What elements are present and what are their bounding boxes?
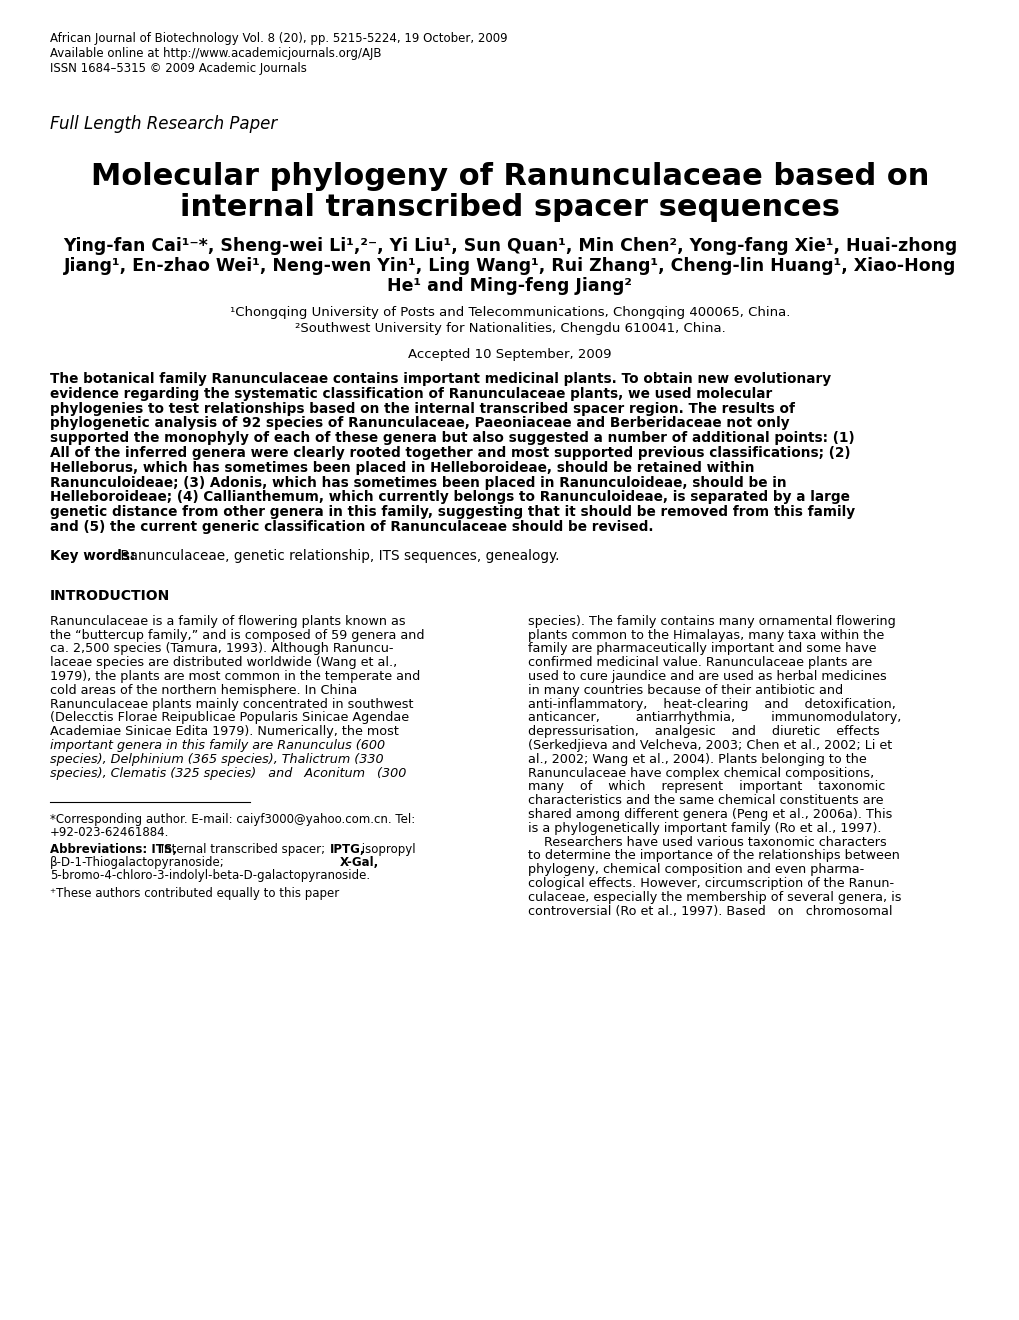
Text: (Serkedjieva and Velcheva, 2003; Chen et al., 2002; Li et: (Serkedjieva and Velcheva, 2003; Chen et… [528,739,892,752]
Text: shared among different genera (Peng et al., 2006a). This: shared among different genera (Peng et a… [528,808,892,821]
Text: African Journal of Biotechnology Vol. 8 (20), pp. 5215-5224, 19 October, 2009: African Journal of Biotechnology Vol. 8 … [50,32,507,45]
Text: evidence regarding the systematic classification of Ranunculaceae plants, we use: evidence regarding the systematic classi… [50,387,771,401]
Text: anticancer,         antiarrhythmia,         immunomodulatory,: anticancer, antiarrhythmia, immunomodula… [528,711,901,725]
Text: Ranunculaceae is a family of flowering plants known as: Ranunculaceae is a family of flowering p… [50,615,406,628]
Text: ²Southwest University for Nationalities, Chengdu 610041, China.: ²Southwest University for Nationalities,… [294,322,725,335]
Text: Abbreviations: ITS,: Abbreviations: ITS, [50,843,177,857]
Text: *Corresponding author. E-mail: caiyf3000@yahoo.com.cn. Tel:: *Corresponding author. E-mail: caiyf3000… [50,813,415,826]
Text: Helleborus, which has sometimes been placed in Helleboroideae, should be retaine: Helleborus, which has sometimes been pla… [50,461,754,475]
Text: 5-bromo-4-chloro-3-indolyl-beta-D-galactopyranoside.: 5-bromo-4-chloro-3-indolyl-beta-D-galact… [50,870,370,882]
Text: isopropyl: isopropyl [358,843,415,857]
Text: phylogeny, chemical composition and even pharma-: phylogeny, chemical composition and even… [528,863,863,876]
Text: Researchers have used various taxonomic characters: Researchers have used various taxonomic … [528,836,886,849]
Text: depressurisation,    analgesic    and    diuretic    effects: depressurisation, analgesic and diuretic… [528,725,878,738]
Text: IPTG,: IPTG, [330,843,365,857]
Text: Accepted 10 September, 2009: Accepted 10 September, 2009 [408,348,611,360]
Text: important genera in this family are Ranunculus (600: important genera in this family are Ranu… [50,739,385,752]
Text: (Delecctis Florae Reipublicae Popularis Sinicae Agendae: (Delecctis Florae Reipublicae Popularis … [50,711,409,725]
Text: in many countries because of their antibiotic and: in many countries because of their antib… [528,684,843,697]
Text: characteristics and the same chemical constituents are: characteristics and the same chemical co… [528,795,882,808]
Text: X-Gal,: X-Gal, [339,857,379,870]
Text: Ranunculaceae, genetic relationship, ITS sequences, genealogy.: Ranunculaceae, genetic relationship, ITS… [116,549,559,562]
Text: ⁺These authors contributed equally to this paper: ⁺These authors contributed equally to th… [50,887,339,900]
Text: al., 2002; Wang et al., 2004). Plants belonging to the: al., 2002; Wang et al., 2004). Plants be… [528,752,866,766]
Text: Ranunculaceae plants mainly concentrated in southwest: Ranunculaceae plants mainly concentrated… [50,697,413,710]
Text: The botanical family Ranunculaceae contains important medicinal plants. To obtai: The botanical family Ranunculaceae conta… [50,372,830,385]
Text: Available online at http://www.academicjournals.org/AJB: Available online at http://www.academicj… [50,48,381,59]
Text: +92-023-62461884.: +92-023-62461884. [50,826,169,840]
Text: and (5) the current generic classification of Ranunculaceae should be revised.: and (5) the current generic classificati… [50,520,653,535]
Text: controversial (Ro et al., 1997). Based   on   chromosomal: controversial (Ro et al., 1997). Based o… [528,904,892,917]
Text: family are pharmaceutically important and some have: family are pharmaceutically important an… [528,643,875,656]
Text: phylogenetic analysis of 92 species of Ranunculaceae, Paeoniaceae and Berberidac: phylogenetic analysis of 92 species of R… [50,416,789,430]
Text: Molecular phylogeny of Ranunculaceae based on: Molecular phylogeny of Ranunculaceae bas… [91,162,928,191]
Text: laceae species are distributed worldwide (Wang et al.,: laceae species are distributed worldwide… [50,656,396,669]
Text: INTRODUCTION: INTRODUCTION [50,589,170,603]
Text: Internal transcribed spacer;: Internal transcribed spacer; [157,843,328,857]
Text: Ranunculoideae; (3) Adonis, which has sometimes been placed in Ranunculoideae, s: Ranunculoideae; (3) Adonis, which has so… [50,475,786,490]
Text: supported the monophyly of each of these genera but also suggested a number of a: supported the monophyly of each of these… [50,432,854,445]
Text: many    of    which    represent    important    taxonomic: many of which represent important taxono… [528,780,884,793]
Text: He¹ and Ming-feng Jiang²: He¹ and Ming-feng Jiang² [387,277,632,294]
Text: genetic distance from other genera in this family, suggesting that it should be : genetic distance from other genera in th… [50,506,854,519]
Text: cold areas of the northern hemisphere. In China: cold areas of the northern hemisphere. I… [50,684,357,697]
Text: culaceae, especially the membership of several genera, is: culaceae, especially the membership of s… [528,891,901,904]
Text: anti-inflammatory,    heat-clearing    and    detoxification,: anti-inflammatory, heat-clearing and det… [528,697,895,710]
Text: species), Delphinium (365 species), Thalictrum (330: species), Delphinium (365 species), Thal… [50,752,383,766]
Text: cological effects. However, circumscription of the Ranun-: cological effects. However, circumscript… [528,876,894,890]
Text: ISSN 1684–5315 © 2009 Academic Journals: ISSN 1684–5315 © 2009 Academic Journals [50,62,307,75]
Text: species), Clematis (325 species)   and   Aconitum   (300: species), Clematis (325 species) and Aco… [50,767,406,780]
Text: is a phylogenetically important family (Ro et al., 1997).: is a phylogenetically important family (… [528,822,880,834]
Text: used to cure jaundice and are used as herbal medicines: used to cure jaundice and are used as he… [528,671,886,682]
Text: internal transcribed spacer sequences: internal transcribed spacer sequences [179,193,840,222]
Text: 1979), the plants are most common in the temperate and: 1979), the plants are most common in the… [50,671,420,682]
Text: phylogenies to test relationships based on the internal transcribed spacer regio: phylogenies to test relationships based … [50,401,794,416]
Text: plants common to the Himalayas, many taxa within the: plants common to the Himalayas, many tax… [528,628,883,642]
Text: Ranunculaceae have complex chemical compositions,: Ranunculaceae have complex chemical comp… [528,767,873,780]
Text: Jiang¹, En-zhao Wei¹, Neng-wen Yin¹, Ling Wang¹, Rui Zhang¹, Cheng-lin Huang¹, X: Jiang¹, En-zhao Wei¹, Neng-wen Yin¹, Lin… [64,257,955,275]
Text: Academiae Sinicae Edita 1979). Numerically, the most: Academiae Sinicae Edita 1979). Numerical… [50,725,398,738]
Text: ca. 2,500 species (Tamura, 1993). Although Ranuncu-: ca. 2,500 species (Tamura, 1993). Althou… [50,643,393,656]
Text: to determine the importance of the relationships between: to determine the importance of the relat… [528,849,899,862]
Text: Helleboroideae; (4) Callianthemum, which currently belongs to Ranunculoideae, is: Helleboroideae; (4) Callianthemum, which… [50,491,849,504]
Text: All of the inferred genera were clearly rooted together and most supported previ: All of the inferred genera were clearly … [50,446,850,459]
Text: species). The family contains many ornamental flowering: species). The family contains many ornam… [528,615,895,628]
Text: β-D-1-Thiogalactopyranoside;: β-D-1-Thiogalactopyranoside; [50,857,224,870]
Text: Full Length Research Paper: Full Length Research Paper [50,115,277,133]
Text: ¹Chongqing University of Posts and Telecommunications, Chongqing 400065, China.: ¹Chongqing University of Posts and Telec… [229,306,790,319]
Text: Key words:: Key words: [50,549,136,562]
Text: Ying-fan Cai¹⁻*, Sheng-wei Li¹,²⁻, Yi Liu¹, Sun Quan¹, Min Chen², Yong-fang Xie¹: Ying-fan Cai¹⁻*, Sheng-wei Li¹,²⁻, Yi Li… [63,238,956,255]
Text: the “buttercup family,” and is composed of 59 genera and: the “buttercup family,” and is composed … [50,628,424,642]
Text: confirmed medicinal value. Ranunculaceae plants are: confirmed medicinal value. Ranunculaceae… [528,656,871,669]
